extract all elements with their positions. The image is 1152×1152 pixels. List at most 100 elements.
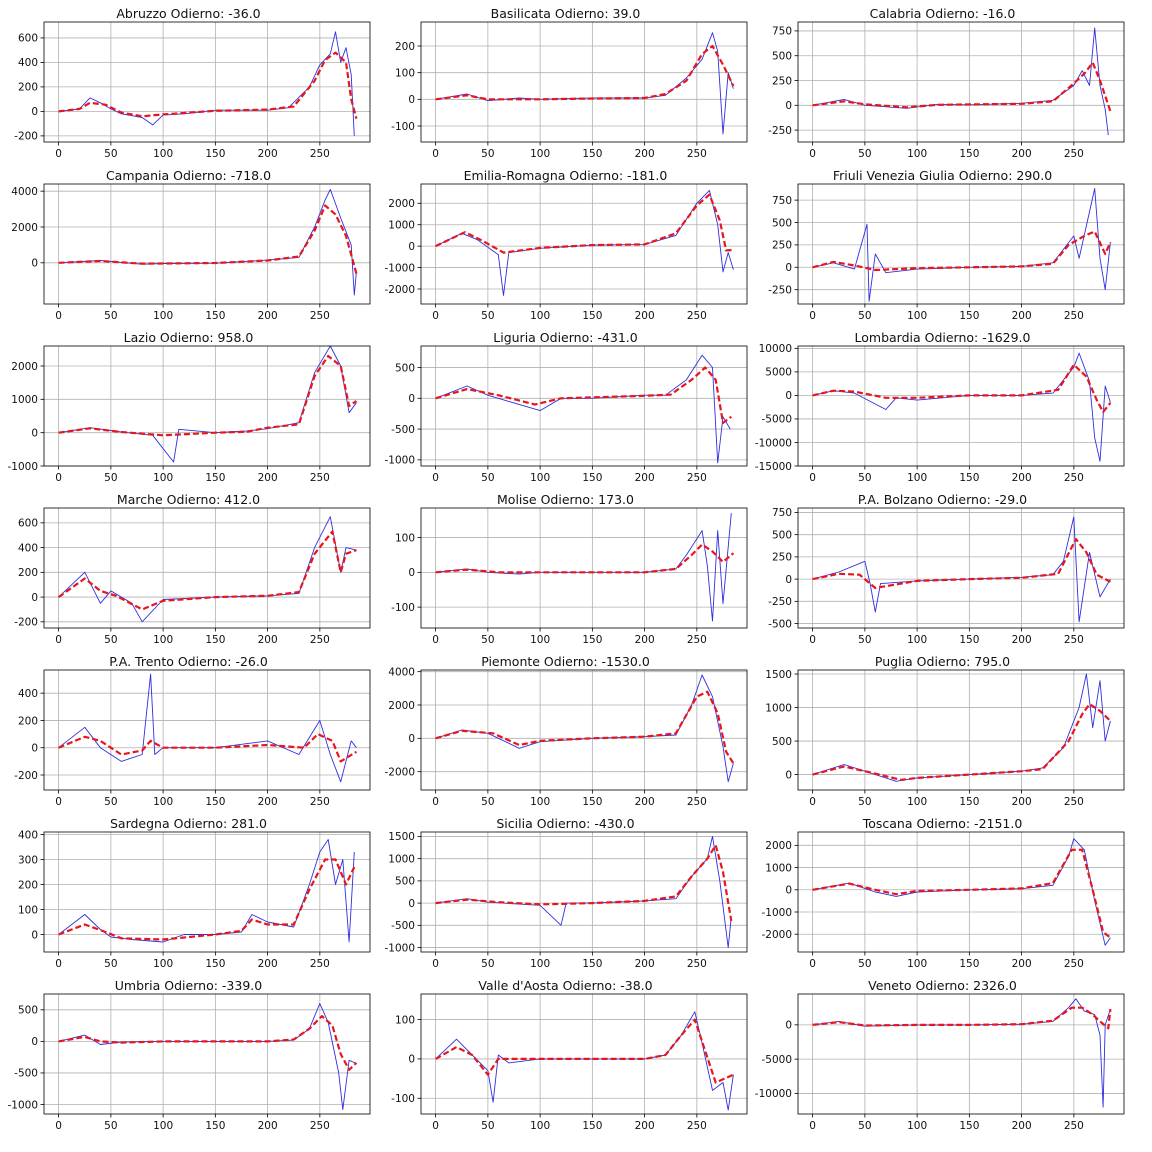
chart-panel: Molise Odierno: 173.0 0 50 100 150 200 250 -100… <box>377 486 754 646</box>
y-tick-label: -2000 <box>384 284 415 296</box>
y-tick-label: 100 <box>395 67 415 79</box>
x-tick-label: 50 <box>481 958 494 970</box>
axes-frame <box>797 21 1125 143</box>
x-tick-label: 200 <box>1012 1120 1032 1132</box>
x-tick-label: 250 <box>687 310 707 322</box>
x-tick-label: 150 <box>582 472 602 484</box>
y-tick-label: -100 <box>391 1093 415 1105</box>
y-tick-label: -500 <box>768 618 792 630</box>
y-tick-label: -1000 <box>7 461 38 473</box>
chart-plot: 0 50 100 150 200 250 -2000 0 2000 4000 <box>384 666 748 808</box>
y-tick-label: 0 <box>408 1054 415 1066</box>
y-tick-label: -250 <box>768 284 792 296</box>
x-tick-label: 150 <box>959 148 979 160</box>
x-tick-label: 200 <box>635 796 655 808</box>
x-tick-label: 200 <box>635 310 655 322</box>
x-tick-label: 0 <box>432 148 439 160</box>
x-tick-label: 200 <box>258 796 278 808</box>
x-tick-label: 150 <box>582 634 602 646</box>
x-tick-label: 150 <box>959 634 979 646</box>
chart-panel: Calabria Odierno: -16.0 0 50 100 150 200 250 -2… <box>754 0 1131 160</box>
y-tick-label: -5000 <box>761 414 792 426</box>
y-tick-label: 0 <box>31 929 38 941</box>
x-tick-label: 0 <box>55 1120 62 1132</box>
x-tick-label: 0 <box>432 1120 439 1132</box>
x-tick-label: 0 <box>432 310 439 322</box>
y-tick-label: 600 <box>18 518 38 530</box>
x-tick-label: 150 <box>205 796 225 808</box>
chart-title: Basilicata Odierno: 39.0 <box>490 6 641 21</box>
x-tick-label: 250 <box>1064 1120 1084 1132</box>
x-tick-label: 100 <box>530 958 550 970</box>
y-tick-label: 100 <box>395 1014 415 1026</box>
x-tick-label: 200 <box>258 634 278 646</box>
x-tick-label: 250 <box>310 148 330 160</box>
x-tick-label: 0 <box>809 634 816 646</box>
x-tick-label: 0 <box>55 310 62 322</box>
x-tick-label: 150 <box>959 1120 979 1132</box>
x-tick-label: 50 <box>481 148 494 160</box>
x-tick-label: 250 <box>687 472 707 484</box>
raw-series-line <box>58 345 357 463</box>
y-tick-label: -200 <box>14 617 38 629</box>
x-tick-label: 250 <box>687 1120 707 1132</box>
smoothed-series-line <box>58 858 356 941</box>
raw-series-line <box>435 189 734 296</box>
x-tick-label: 50 <box>481 472 494 484</box>
smoothed-series-line <box>435 844 733 922</box>
y-tick-label: 400 <box>18 542 38 554</box>
chart-title: Liguria Odierno: -431.0 <box>493 330 638 345</box>
x-tick-label: 100 <box>530 310 550 322</box>
x-tick-label: 0 <box>55 634 62 646</box>
chart-title: Emilia-Romagna Odierno: -181.0 <box>463 168 668 183</box>
y-tick-label: 0 <box>31 1036 38 1048</box>
y-tick-label: 1000 <box>388 853 415 865</box>
x-tick-label: 150 <box>582 958 602 970</box>
y-tick-label: 4000 <box>11 186 38 198</box>
x-tick-label: 100 <box>530 1120 550 1132</box>
x-tick-label: 100 <box>153 310 173 322</box>
y-tick-label: -200 <box>14 770 38 782</box>
y-tick-label: 500 <box>772 529 792 541</box>
x-tick-label: 50 <box>858 634 871 646</box>
chart-panel: Sicilia Odierno: -430.0 0 50 100 150 200 250 -1… <box>377 810 754 970</box>
raw-series-line <box>58 188 357 296</box>
x-tick-label: 50 <box>104 958 117 970</box>
x-tick-label: 50 <box>104 1120 117 1132</box>
x-tick-label: 200 <box>1012 310 1032 322</box>
x-tick-label: 0 <box>809 310 816 322</box>
chart-plot: 0 50 100 150 200 250 -500 -250 0 250 500 750 <box>768 507 1125 646</box>
x-tick-label: 250 <box>687 796 707 808</box>
chart-title: Sardegna Odierno: 281.0 <box>109 816 268 831</box>
y-tick-label: 1500 <box>388 831 415 843</box>
y-tick-label: 0 <box>31 258 38 270</box>
x-tick-label: 250 <box>1064 958 1084 970</box>
axes-frame <box>43 345 371 467</box>
chart-panel: Friuli Venezia Giulia Odierno: 290.0 0 50 1… <box>754 162 1131 322</box>
axes-frame <box>43 831 371 953</box>
axes-frame <box>420 345 748 467</box>
x-tick-label: 100 <box>153 1120 173 1132</box>
chart-plot: 0 50 100 150 200 250 -200 0 200 400 <box>14 669 371 808</box>
x-tick-label: 0 <box>432 796 439 808</box>
smoothed-series-line <box>435 543 735 574</box>
chart-title: P.A. Trento Odierno: -26.0 <box>109 654 268 669</box>
chart-plot: 0 50 100 150 200 250 -100 0 100 <box>391 507 748 646</box>
chart-panel: Basilicata Odierno: 39.0 0 50 100 150 200 250 -… <box>377 0 754 160</box>
y-tick-label: 500 <box>772 736 792 748</box>
chart-plot: 0 50 100 150 200 250 -100 0 100 <box>391 993 748 1132</box>
x-tick-label: 0 <box>809 958 816 970</box>
axes-frame <box>420 993 748 1115</box>
chart-panel: P.A. Trento Odierno: -26.0 0 50 100 150 200 25… <box>0 648 377 808</box>
chart-plot: 0 50 100 150 200 250 0 2000 4000 <box>11 183 371 322</box>
x-tick-label: 200 <box>1012 796 1032 808</box>
raw-series-line <box>812 838 1111 946</box>
x-tick-label: 50 <box>481 634 494 646</box>
smoothed-series-line <box>812 363 1112 413</box>
chart-panel: Lombardia Odierno: -1629.0 0 50 100 150 200 25… <box>754 324 1131 484</box>
y-tick-label: 200 <box>18 567 38 579</box>
y-tick-label: -200 <box>14 131 38 143</box>
raw-series-line <box>435 513 732 622</box>
axes-frame <box>797 831 1125 953</box>
y-tick-label: -500 <box>14 1068 38 1080</box>
